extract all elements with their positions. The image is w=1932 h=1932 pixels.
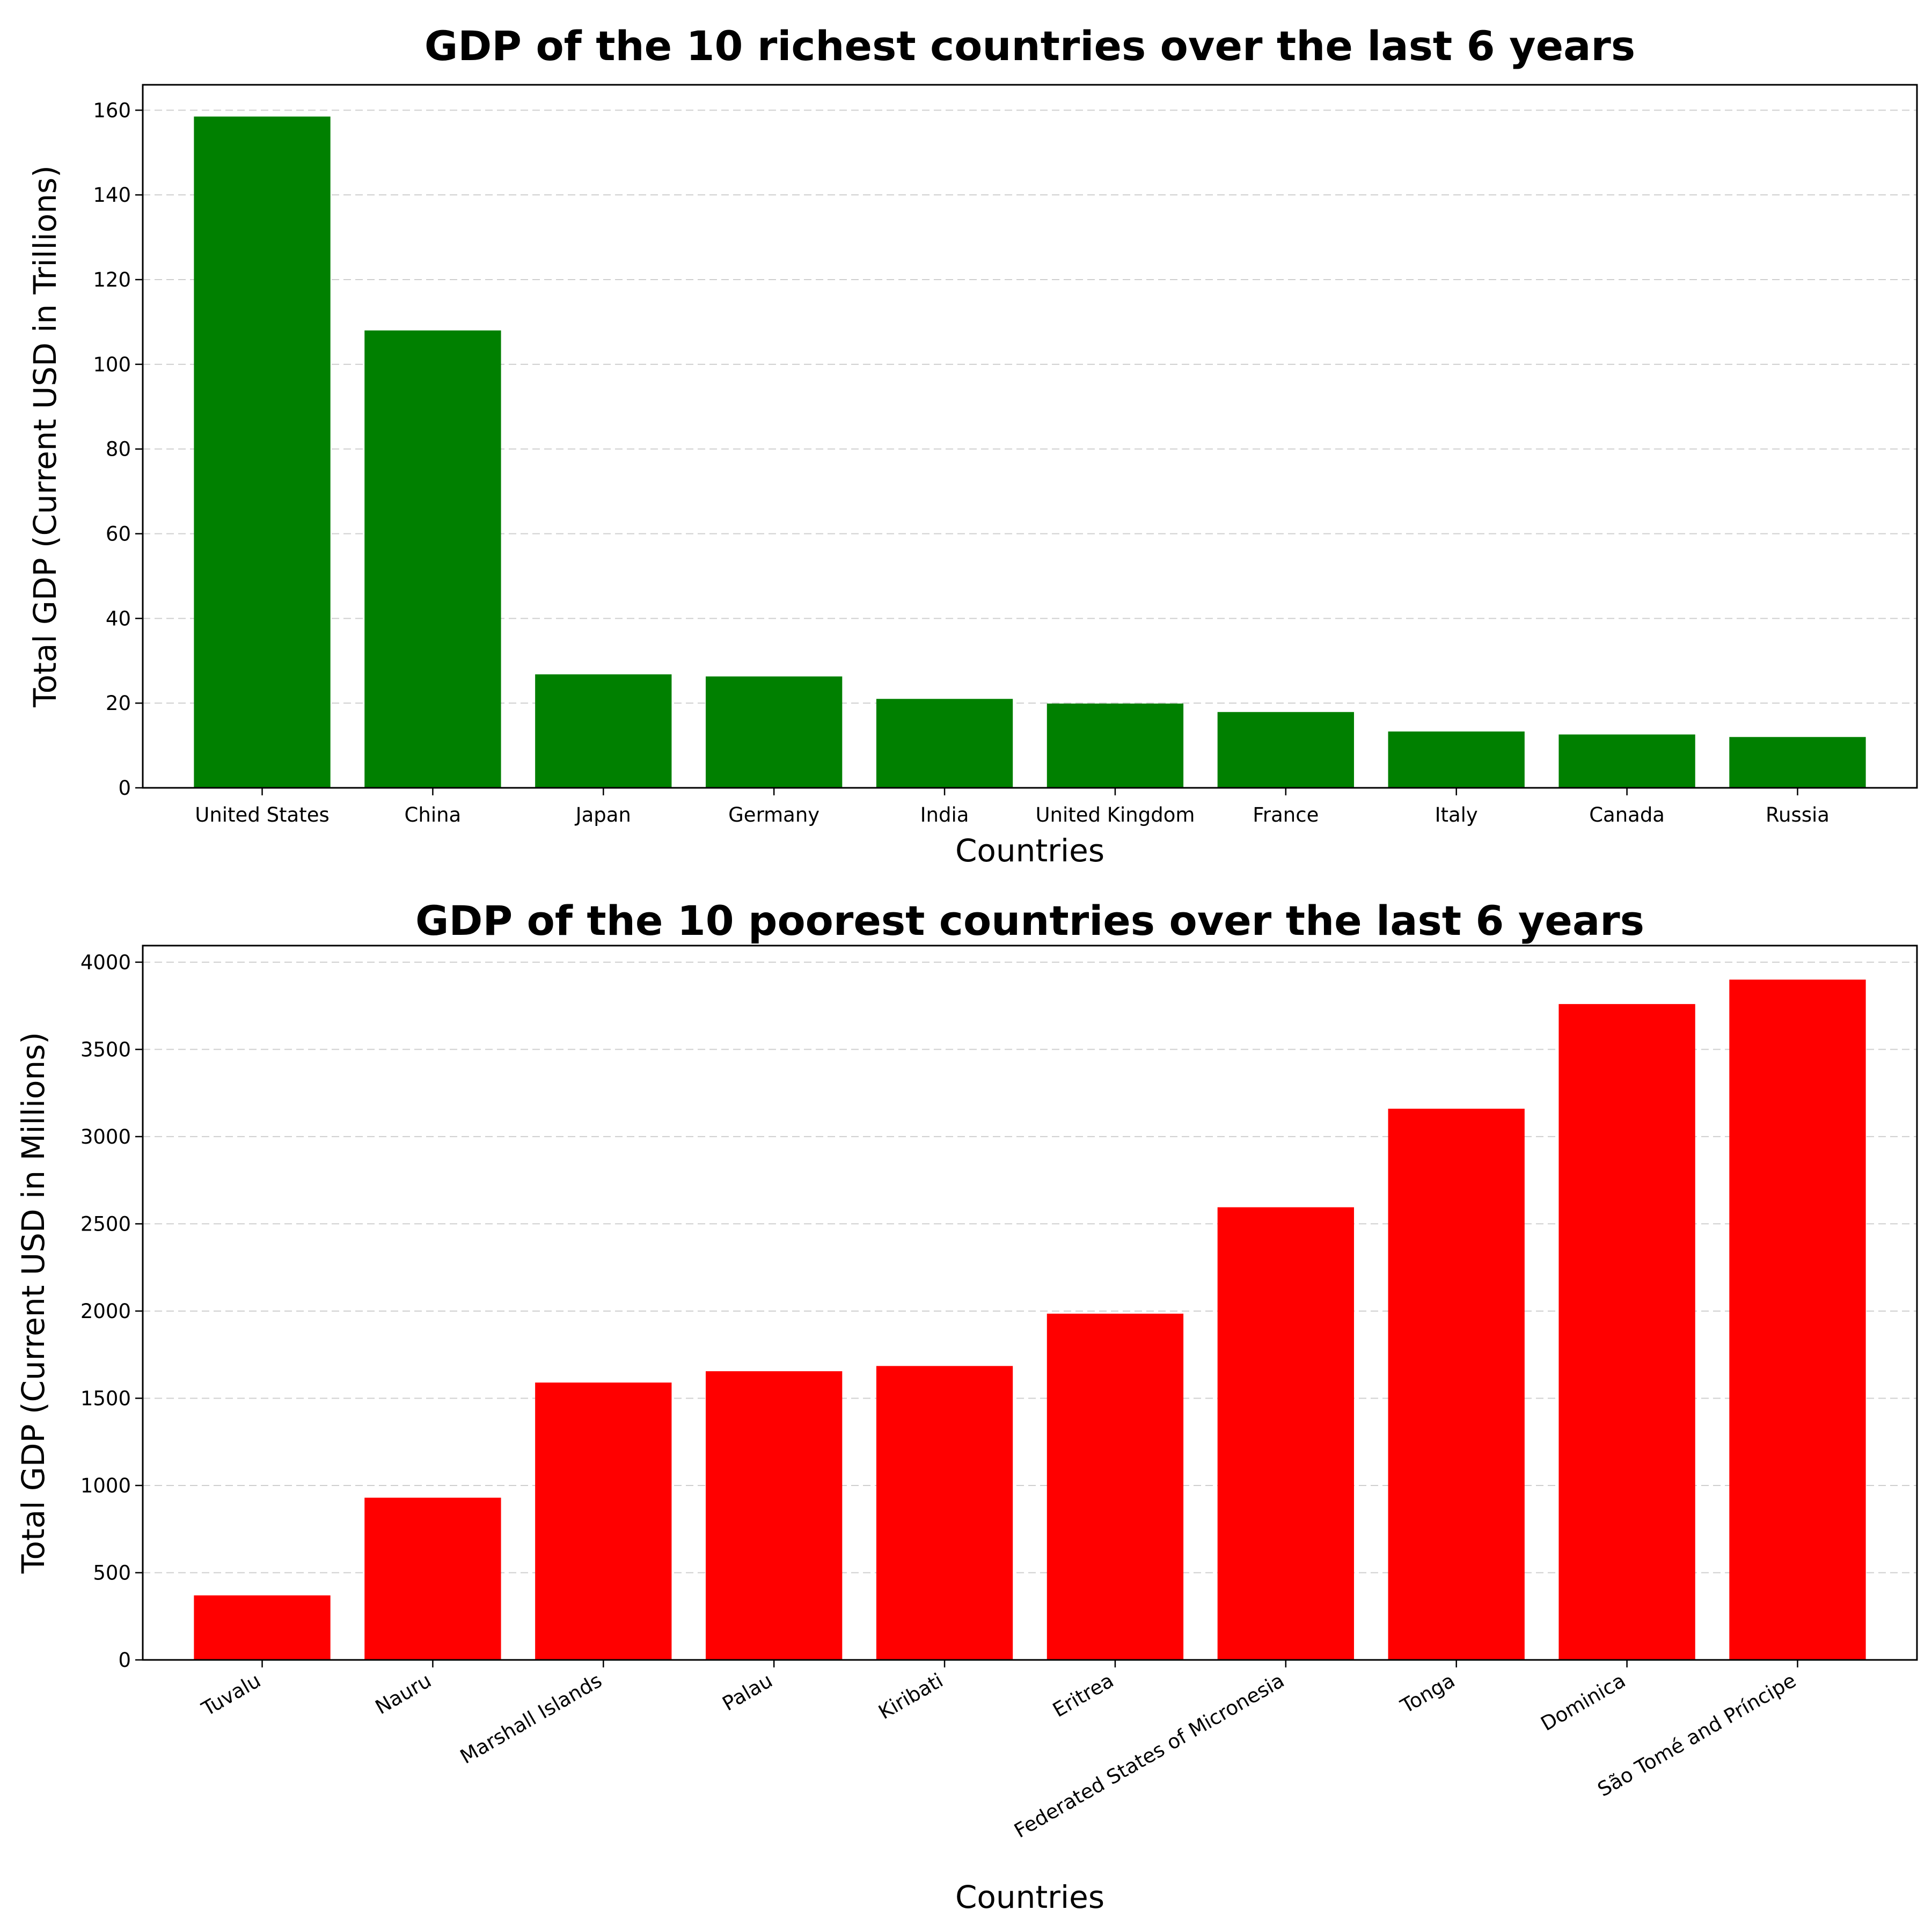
bar-italy [1388,731,1525,788]
x-tick-label: Palau [719,1669,777,1716]
bar-s-o-tom-and-pr-ncipe [1729,979,1866,1660]
x-tick-label: Tuvalu [197,1669,265,1721]
plot-frame [142,945,1918,1661]
y-tick-label: 40 [106,607,131,630]
x-tick-label: India [920,803,969,826]
x-tick-label: Marshall Islands [456,1669,606,1769]
chart-title: GDP of the 10 poorest countries over the… [415,897,1644,945]
y-tick-label: 160 [93,99,131,122]
y-tick-label: 140 [93,184,131,207]
x-tick-label: Italy [1435,803,1478,826]
x-tick-label: Kiribati [875,1669,947,1724]
bar-germany [706,676,843,788]
x-tick-label: Tonga [1396,1669,1459,1718]
poorest-countries-chart: GDP of the 10 poorest countries over the… [15,897,1918,1915]
x-tick-label: China [405,803,462,826]
y-tick-label: 0 [118,1649,131,1672]
x-tick-label: Dominica [1537,1669,1629,1736]
x-tick-label: Nauru [371,1669,435,1719]
x-tick-label: Germany [728,803,819,826]
bar-marshall-islands [535,1382,672,1660]
y-tick-label: 1500 [80,1387,131,1410]
x-tick-label: Canada [1589,803,1665,826]
bar-kiribati [876,1366,1013,1660]
bar-tuvalu [194,1595,331,1660]
x-axis-label: Countries [955,1879,1104,1915]
y-tick-label: 4000 [80,951,131,974]
bar-china [364,330,501,788]
bar-dominica [1558,1004,1695,1660]
y-tick-label: 80 [106,438,131,461]
bar-nauru [364,1497,501,1660]
y-tick-label: 0 [118,777,131,800]
chart-title: GDP of the 10 richest countries over the… [425,22,1635,70]
bar-united-states [194,116,331,788]
bar-japan [535,674,672,788]
y-tick-label: 2000 [80,1300,131,1323]
y-tick-label: 2500 [80,1212,131,1235]
bar-palau [706,1371,843,1660]
y-tick-label: 100 [93,353,131,376]
x-tick-label: Russia [1766,803,1829,826]
x-tick-label: United Kingdom [1035,803,1195,826]
bar-united-kingdom [1046,703,1184,788]
richest-countries-chart: GDP of the 10 richest countries over the… [27,22,1918,869]
y-tick-label: 60 [106,523,131,546]
x-tick-label: Federated States of Micronesia [1010,1669,1288,1843]
x-axis-label: Countries [955,832,1104,869]
y-tick-label: 3000 [80,1125,131,1148]
y-tick-label: 3500 [80,1038,131,1061]
y-axis-label: Total GDP (Current USD in Trillions) [27,165,63,708]
bar-eritrea [1046,1313,1184,1660]
x-tick-label: Eritrea [1049,1669,1117,1722]
y-tick-label: 1000 [80,1474,131,1497]
bar-canada [1558,734,1695,788]
x-tick-label: United States [195,803,330,826]
y-tick-label: 20 [106,692,131,715]
bar-india [876,699,1013,788]
bar-federated-states-of-micronesia [1217,1207,1354,1660]
bar-tonga [1388,1108,1525,1660]
bar-france [1217,712,1354,788]
y-tick-label: 500 [93,1561,131,1584]
x-tick-label: France [1253,803,1319,826]
plot-frame [142,84,1918,789]
x-tick-label: Japan [575,803,631,826]
bar-russia [1729,737,1866,788]
y-axis-label: Total GDP (Current USD in Millions) [15,1032,52,1574]
y-tick-label: 120 [93,268,131,291]
